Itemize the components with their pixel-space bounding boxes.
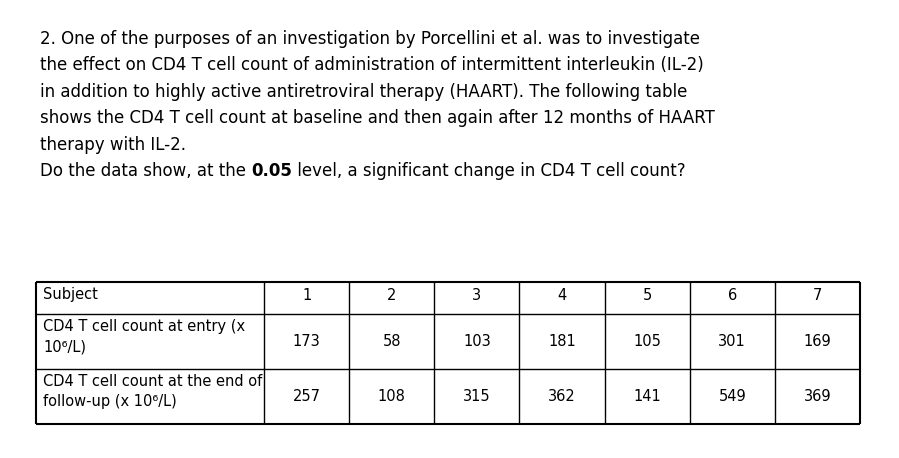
Text: 181: 181 (548, 334, 576, 349)
Text: 4: 4 (557, 288, 566, 302)
Text: 103: 103 (463, 334, 491, 349)
Text: Subject: Subject (43, 288, 98, 302)
Text: 2: 2 (387, 288, 396, 302)
Text: follow-up (x 10⁶/L): follow-up (x 10⁶/L) (43, 394, 177, 409)
Text: CD4 T cell count at the end of: CD4 T cell count at the end of (43, 375, 263, 389)
Text: 301: 301 (718, 334, 746, 349)
Text: 58: 58 (382, 334, 401, 349)
Text: 257: 257 (292, 389, 321, 404)
Text: 3: 3 (472, 288, 482, 302)
Text: shows the CD4 T cell count at baseline and then again after 12 months of HAART: shows the CD4 T cell count at baseline a… (40, 109, 715, 127)
Text: 108: 108 (378, 389, 405, 404)
Text: 105: 105 (633, 334, 661, 349)
Text: CD4 T cell count at entry (x: CD4 T cell count at entry (x (43, 320, 245, 334)
Text: Do the data show, at the: Do the data show, at the (40, 163, 251, 180)
Text: level, a significant change in CD4 T cell count?: level, a significant change in CD4 T cel… (292, 163, 686, 180)
Text: 369: 369 (804, 389, 832, 404)
Text: 0.05: 0.05 (251, 163, 292, 180)
Text: 362: 362 (548, 389, 576, 404)
Text: 7: 7 (813, 288, 822, 302)
Text: 2. One of the purposes of an investigation by Porcellini et al. was to investiga: 2. One of the purposes of an investigati… (40, 30, 700, 48)
Text: 549: 549 (718, 389, 746, 404)
Text: 10⁶/L): 10⁶/L) (43, 339, 86, 354)
Text: therapy with IL-2.: therapy with IL-2. (40, 136, 186, 154)
Text: in addition to highly active antiretroviral therapy (HAART). The following table: in addition to highly active antiretrovi… (40, 83, 688, 101)
Text: 169: 169 (804, 334, 832, 349)
Text: the effect on CD4 T cell count of administration of intermittent interleukin (IL: the effect on CD4 T cell count of admini… (40, 56, 704, 75)
Text: 173: 173 (293, 334, 320, 349)
Text: 315: 315 (463, 389, 491, 404)
Text: 6: 6 (727, 288, 737, 302)
Text: 1: 1 (302, 288, 311, 302)
Text: 5: 5 (643, 288, 652, 302)
Text: 141: 141 (633, 389, 661, 404)
